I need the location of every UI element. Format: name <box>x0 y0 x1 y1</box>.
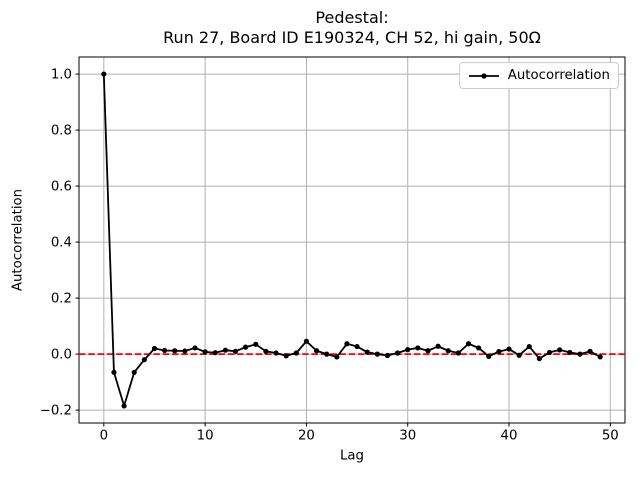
autocorrelation-markers <box>101 71 603 409</box>
svg-text:1.0: 1.0 <box>51 68 72 83</box>
svg-text:40: 40 <box>501 429 518 444</box>
svg-text:20: 20 <box>298 429 315 444</box>
y-ticks <box>75 73 79 411</box>
legend-entry-autocorrelation: Autocorrelation <box>507 68 610 83</box>
chart-title-line2: Run 27, Board ID E190324, CH 52, hi gain… <box>163 27 541 47</box>
x-ticks <box>103 423 611 427</box>
svg-text:−0.2: −0.2 <box>40 404 72 419</box>
y-gridlines <box>79 73 625 411</box>
axis-frame <box>78 56 626 424</box>
svg-text:0.2: 0.2 <box>51 292 72 307</box>
y-tick-labels: −0.2 0.0 0.2 0.4 0.6 0.8 1.0 <box>40 68 72 419</box>
svg-text:0.0: 0.0 <box>51 348 72 363</box>
svg-text:0.8: 0.8 <box>51 124 72 139</box>
svg-text:50: 50 <box>602 429 619 444</box>
x-gridlines <box>103 57 611 423</box>
legend-line-icon <box>469 72 499 79</box>
svg-text:30: 30 <box>399 429 416 444</box>
x-axis-label: Lag <box>340 448 364 464</box>
autocorrelation-line <box>102 74 601 407</box>
chart-title-line1: Pedestal: <box>315 8 389 27</box>
svg-text:10: 10 <box>197 429 214 444</box>
svg-text:0.6: 0.6 <box>51 180 72 195</box>
x-tick-labels: 0 10 20 30 40 50 <box>100 429 619 444</box>
svg-text:0: 0 <box>100 429 108 444</box>
chart-title: Pedestal: Run 27, Board ID E190324, CH 5… <box>79 8 625 47</box>
legend: Autocorrelation <box>459 62 619 89</box>
svg-text:0.4: 0.4 <box>51 236 72 251</box>
